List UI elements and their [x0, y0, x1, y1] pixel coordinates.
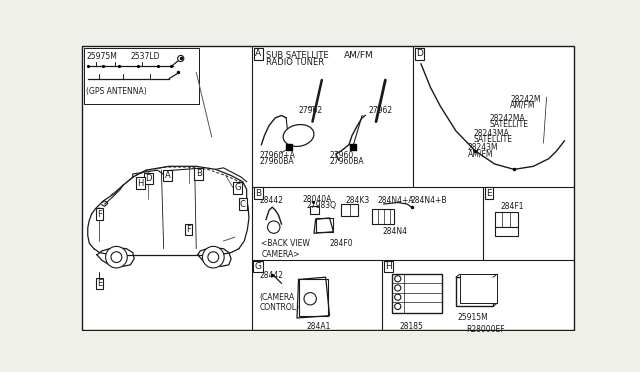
Circle shape: [395, 303, 401, 310]
Text: D: D: [145, 174, 152, 183]
Text: D: D: [416, 49, 423, 58]
Text: <BACK VIEW
CAMERA>: <BACK VIEW CAMERA>: [261, 240, 310, 259]
Text: (CAMERA
CONTROL): (CAMERA CONTROL): [260, 293, 300, 312]
Circle shape: [304, 293, 316, 305]
Text: B: B: [255, 189, 261, 198]
Text: A: A: [164, 171, 170, 180]
Text: H: H: [137, 179, 143, 188]
Text: 28243M: 28243M: [467, 143, 498, 152]
Circle shape: [268, 221, 280, 233]
Text: 25915M: 25915M: [458, 312, 488, 322]
Text: 284N4: 284N4: [382, 227, 407, 236]
Text: F: F: [186, 225, 191, 234]
Circle shape: [178, 55, 184, 62]
Text: SATELLITE: SATELLITE: [474, 135, 513, 144]
Text: G: G: [255, 262, 262, 271]
Text: 27960BA: 27960BA: [260, 157, 294, 166]
Text: 27983Q: 27983Q: [307, 201, 336, 210]
Bar: [392, 274, 442, 312]
Text: RADIO TUNER: RADIO TUNER: [266, 58, 324, 67]
Text: 27962: 27962: [298, 106, 323, 115]
Text: 284F0: 284F0: [330, 240, 353, 248]
Circle shape: [106, 246, 127, 268]
Circle shape: [111, 252, 122, 263]
Text: C: C: [240, 199, 246, 209]
Text: 284A1: 284A1: [307, 322, 331, 331]
Bar: [460, 274, 497, 303]
Text: SATELLITE: SATELLITE: [489, 120, 528, 129]
Ellipse shape: [283, 125, 314, 147]
Text: AM/FM: AM/FM: [467, 150, 493, 158]
Text: (GPS ANTENNA): (GPS ANTENNA): [86, 87, 147, 96]
Circle shape: [395, 294, 401, 300]
Circle shape: [395, 285, 401, 291]
Text: R28000EF: R28000EF: [466, 325, 504, 334]
Text: E: E: [97, 279, 102, 288]
Bar: [495, 227, 518, 236]
Text: 2537LD: 2537LD: [131, 52, 160, 61]
Text: 28442: 28442: [260, 271, 284, 280]
Text: 27960: 27960: [330, 151, 354, 160]
Text: 284N4+B: 284N4+B: [411, 196, 447, 205]
Bar: [495, 212, 518, 227]
Text: 27960BA: 27960BA: [330, 157, 364, 166]
Text: A: A: [255, 49, 261, 58]
Text: AM/FM: AM/FM: [344, 51, 373, 60]
Circle shape: [202, 246, 224, 268]
Text: 28243MA: 28243MA: [474, 129, 509, 138]
Text: 27960+A: 27960+A: [260, 151, 296, 160]
Text: 284K3: 284K3: [345, 196, 369, 205]
Bar: [298, 279, 328, 317]
Text: 27962: 27962: [368, 106, 392, 115]
Bar: [316, 218, 333, 232]
Text: G: G: [234, 183, 241, 192]
Circle shape: [208, 252, 219, 263]
Bar: [84, 48, 198, 104]
Text: H: H: [385, 262, 392, 271]
Text: 284F1: 284F1: [500, 202, 524, 212]
Bar: [456, 277, 493, 307]
Text: 28242MA: 28242MA: [489, 114, 525, 123]
Text: 284N4+A: 284N4+A: [378, 196, 414, 205]
Bar: [341, 204, 358, 217]
Text: B: B: [196, 170, 202, 179]
Text: 25975M: 25975M: [86, 52, 117, 61]
Text: 28040A: 28040A: [303, 195, 332, 204]
Text: 28185: 28185: [399, 322, 423, 331]
Text: E: E: [486, 189, 492, 198]
Circle shape: [395, 276, 401, 282]
Text: SUB SATELLITE: SUB SATELLITE: [266, 51, 328, 60]
Text: F: F: [97, 209, 102, 218]
Bar: [310, 206, 319, 214]
Text: 28442: 28442: [260, 196, 284, 205]
Text: AM/FM: AM/FM: [510, 101, 536, 110]
Text: 28242M: 28242M: [510, 95, 541, 104]
Bar: [372, 209, 394, 224]
